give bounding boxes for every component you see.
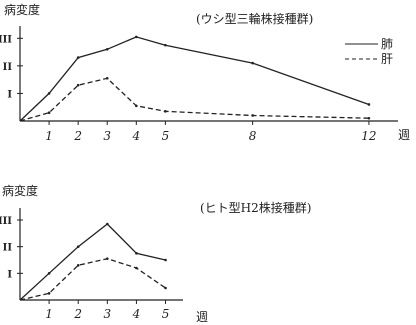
data-point (47, 272, 51, 275)
y-tick-label: I (7, 269, 12, 280)
legend: 肺 肝 (345, 37, 393, 66)
x-tick-label: 4 (131, 129, 140, 143)
series-line-solid (19, 36, 370, 122)
data-point (76, 245, 80, 248)
data-point (367, 103, 371, 106)
data-point (164, 110, 167, 113)
legend-label-lung: 肺 (381, 37, 393, 51)
data-point (251, 61, 254, 65)
y-tick-label: II (3, 243, 13, 254)
series-line-dashed (19, 77, 369, 122)
data-point (106, 222, 109, 226)
x-tick-label: 12 (361, 129, 376, 143)
series-line-dashed (19, 258, 166, 301)
y-axis-label: 病変度 (2, 183, 38, 198)
x-axis-unit-label: 週 (196, 310, 208, 324)
data-point (76, 56, 80, 59)
y-tick-label: III (0, 216, 12, 227)
data-point (135, 266, 138, 270)
y-tick-label: III (0, 34, 12, 45)
data-point (76, 264, 80, 267)
data-point (135, 104, 138, 108)
x-tick-label: 1 (45, 129, 53, 143)
chart-title: (ウシ型三輪株接種群) (196, 11, 313, 26)
data-point (164, 43, 167, 47)
data-point (106, 257, 109, 260)
chart-title: (ヒト型H2株接種群) (200, 200, 311, 215)
x-tick-label: 3 (104, 307, 112, 321)
data-point (164, 286, 167, 290)
data-point (76, 83, 80, 87)
series-line-solid (19, 223, 166, 301)
data-point (105, 76, 109, 80)
legend-label-liver: 肝 (381, 52, 393, 66)
x-axis-unit-label: 週 (398, 128, 410, 142)
data-point (164, 258, 167, 262)
data-point (367, 116, 371, 120)
x-tick-label: 5 (162, 307, 170, 321)
data-point (251, 114, 254, 117)
data-point (135, 252, 138, 255)
data-point (47, 92, 51, 95)
data-point (105, 48, 109, 51)
x-tick-label: 1 (45, 307, 53, 321)
x-tick-label: 8 (249, 129, 257, 143)
x-tick-label: 5 (162, 129, 170, 143)
y-tick-label: I (7, 89, 12, 100)
data-point (135, 35, 138, 39)
x-tick-label: 2 (73, 129, 82, 143)
x-tick-label: 2 (73, 307, 82, 321)
x-tick-label: 3 (103, 129, 111, 143)
x-tick-label: 4 (132, 307, 141, 321)
data-point (47, 292, 51, 295)
data-point (47, 111, 51, 115)
y-tick-label: II (3, 62, 13, 73)
y-axis-label: 病変度 (4, 2, 40, 17)
